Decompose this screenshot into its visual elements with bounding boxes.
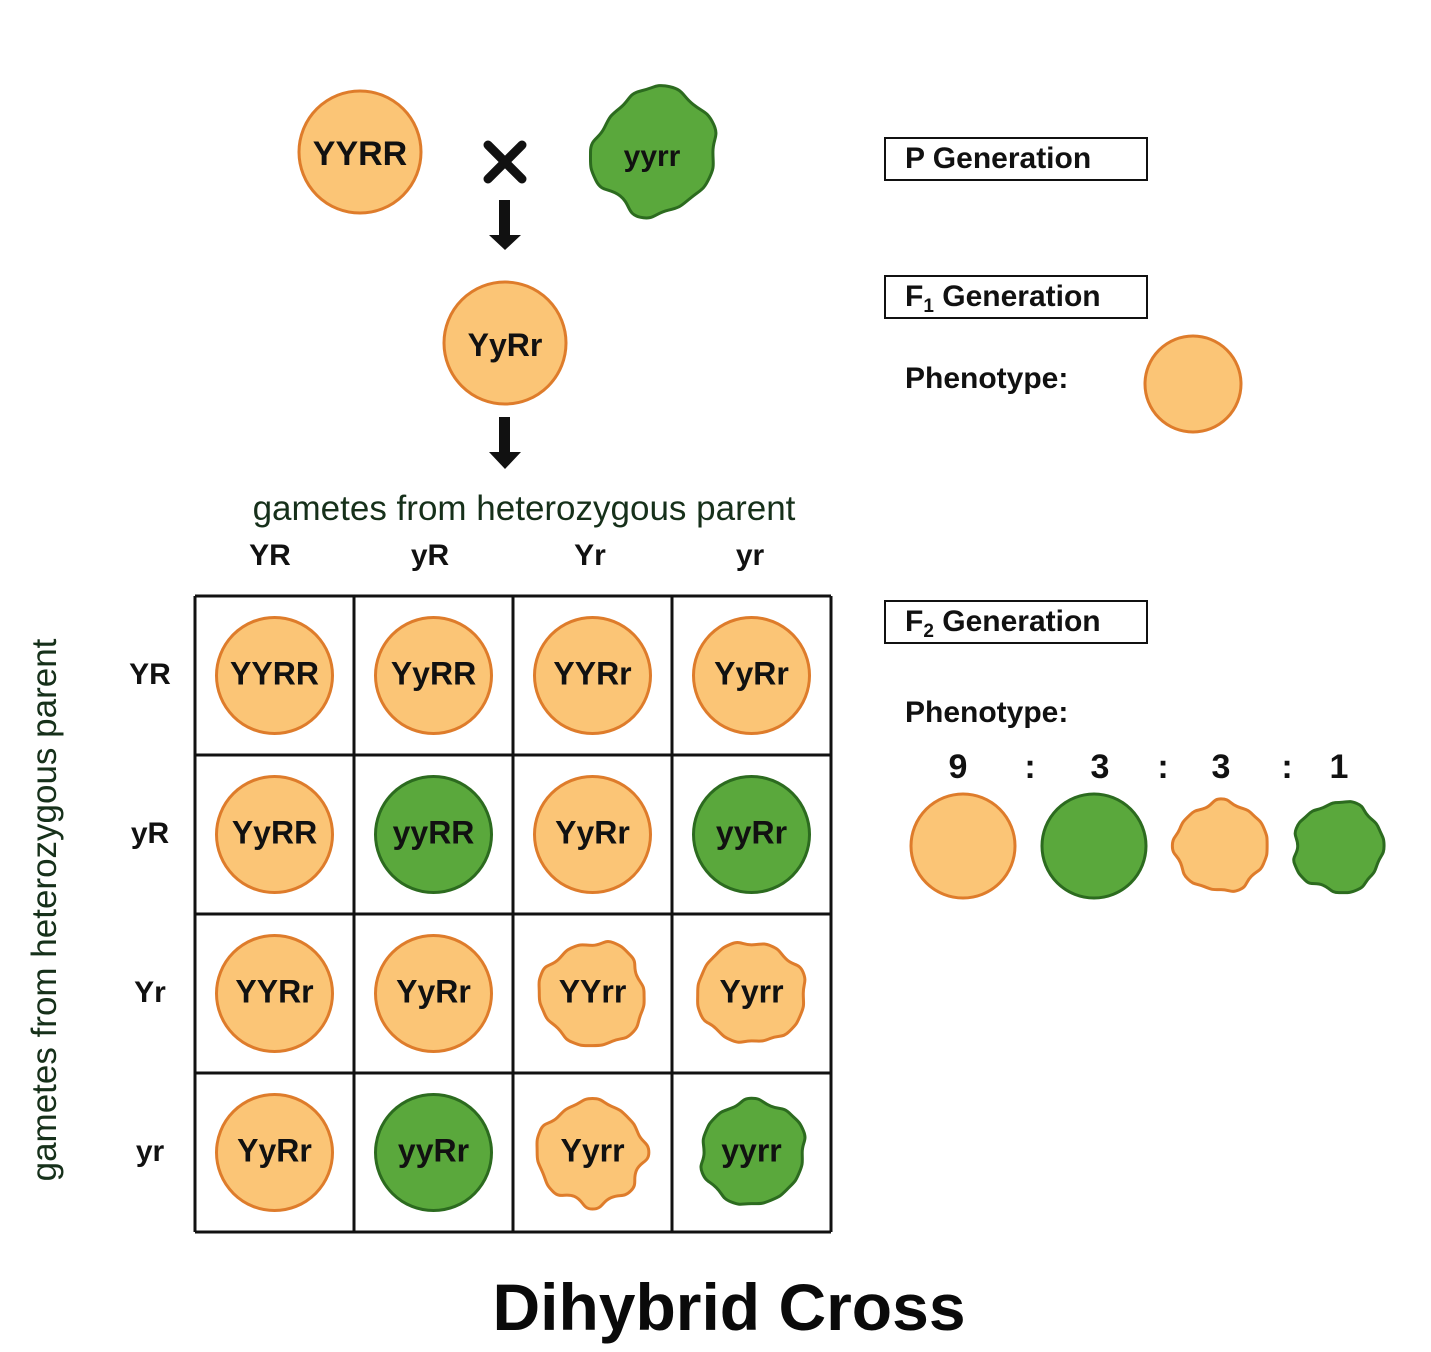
svg-text:yyrr: yyrr [721, 1133, 782, 1169]
svg-text:Dihybrid Cross: Dihybrid Cross [492, 1270, 965, 1344]
svg-text:yyRR: yyRR [393, 815, 475, 851]
svg-text:YYRR: YYRR [230, 656, 319, 692]
svg-text:P Generation: P Generation [905, 142, 1091, 175]
svg-text:YYrr: YYrr [559, 974, 627, 1010]
svg-text:3: 3 [1091, 748, 1110, 786]
svg-text:yr: yr [136, 1135, 165, 1168]
svg-text:YyRR: YyRR [232, 815, 317, 851]
svg-text:yR: yR [131, 817, 170, 850]
svg-text::: : [1281, 748, 1292, 786]
svg-text:Phenotype:: Phenotype: [905, 696, 1068, 729]
svg-text:YyRr: YyRr [468, 327, 543, 363]
svg-text:yr: yr [736, 539, 765, 572]
svg-text:YyRr: YyRr [237, 1133, 312, 1169]
svg-text:9: 9 [949, 748, 968, 786]
svg-text:yyRr: yyRr [398, 1133, 469, 1169]
svg-text:YYRr: YYRr [553, 656, 631, 692]
svg-text::: : [1024, 748, 1035, 786]
svg-text:3: 3 [1212, 748, 1231, 786]
svg-text:gametes from heterozygous pare: gametes from heterozygous parent [253, 489, 796, 528]
svg-text:F1 Generation: F1 Generation [905, 280, 1101, 317]
svg-text:yR: yR [411, 539, 450, 572]
svg-text:Yr: Yr [574, 539, 606, 572]
svg-text:Yyrr: Yyrr [719, 974, 783, 1010]
svg-text:YR: YR [129, 658, 171, 691]
svg-text:YYRR: YYRR [313, 135, 407, 173]
svg-text:Yyrr: Yyrr [560, 1133, 624, 1169]
svg-text:gametes from heterozygous pare: gametes from heterozygous parent [25, 638, 64, 1181]
svg-text:YyRR: YyRR [391, 656, 476, 692]
svg-text::: : [1157, 748, 1168, 786]
svg-text:F2 Generation: F2 Generation [905, 605, 1101, 642]
svg-text:1: 1 [1330, 748, 1349, 786]
svg-text:YyRr: YyRr [555, 815, 630, 851]
svg-text:YYRr: YYRr [235, 974, 313, 1010]
svg-text:yyRr: yyRr [716, 815, 787, 851]
svg-text:YyRr: YyRr [714, 656, 789, 692]
svg-text:YyRr: YyRr [396, 974, 471, 1010]
svg-text:Phenotype:: Phenotype: [905, 362, 1068, 395]
svg-text:Yr: Yr [134, 976, 166, 1009]
svg-text:yyrr: yyrr [624, 140, 681, 173]
svg-text:YR: YR [249, 539, 291, 572]
